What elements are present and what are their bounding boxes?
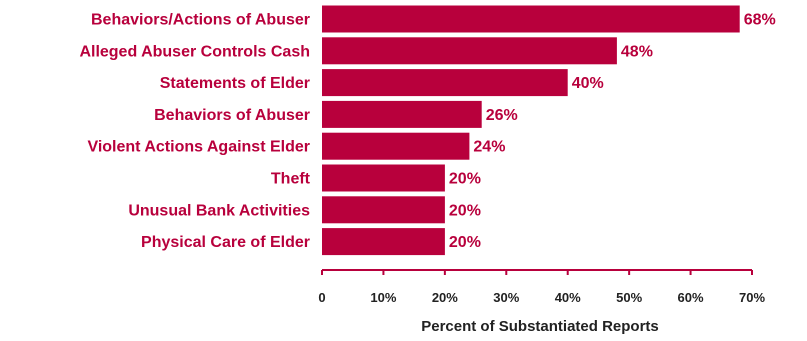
category-label: Alleged Abuser Controls Cash: [79, 43, 310, 60]
x-tick-label: 30%: [493, 290, 519, 305]
value-label: 20%: [449, 171, 481, 188]
x-axis: 0 10% 20% 30% 40% 50% 60% 70%: [318, 269, 765, 305]
x-axis-title: Percent of Substantiated Reports: [421, 318, 659, 335]
bar: [322, 196, 445, 224]
x-tick-label: 70%: [739, 290, 765, 305]
value-label: 40%: [572, 75, 604, 92]
category-label: Unusual Bank Activities: [128, 202, 310, 219]
bar: [322, 132, 470, 160]
bars-layer: [322, 5, 740, 256]
value-labels: 68% 48% 40% 26% 24% 20% 20% 20%: [449, 12, 776, 252]
category-label: Statements of Elder: [160, 75, 310, 92]
bar: [322, 37, 617, 65]
category-label: Violent Actions Against Elder: [87, 139, 310, 156]
value-label: 48%: [621, 43, 653, 60]
category-label: Behaviors of Abuser: [154, 107, 310, 124]
category-label: Physical Care of Elder: [141, 234, 310, 251]
category-labels: Behaviors/Actions of Abuser Alleged Abuse…: [79, 12, 310, 252]
x-tick-label: 20%: [432, 290, 458, 305]
category-label: Theft: [271, 171, 311, 188]
category-label: Behaviors/Actions of Abuser: [91, 12, 310, 29]
x-tick-label: 50%: [616, 290, 642, 305]
value-label: 20%: [449, 234, 481, 251]
bar: [322, 164, 445, 192]
bar: [322, 100, 482, 128]
bar: [322, 228, 445, 256]
bar: [322, 69, 568, 97]
x-tick-label: 40%: [555, 290, 581, 305]
x-tick-label: 10%: [370, 290, 396, 305]
bar: [322, 5, 740, 33]
x-tick-label: 0: [318, 290, 325, 305]
value-label: 26%: [486, 107, 518, 124]
value-label: 20%: [449, 202, 481, 219]
value-label: 68%: [744, 12, 776, 29]
value-label: 24%: [473, 139, 505, 156]
x-tick-label: 60%: [678, 290, 704, 305]
